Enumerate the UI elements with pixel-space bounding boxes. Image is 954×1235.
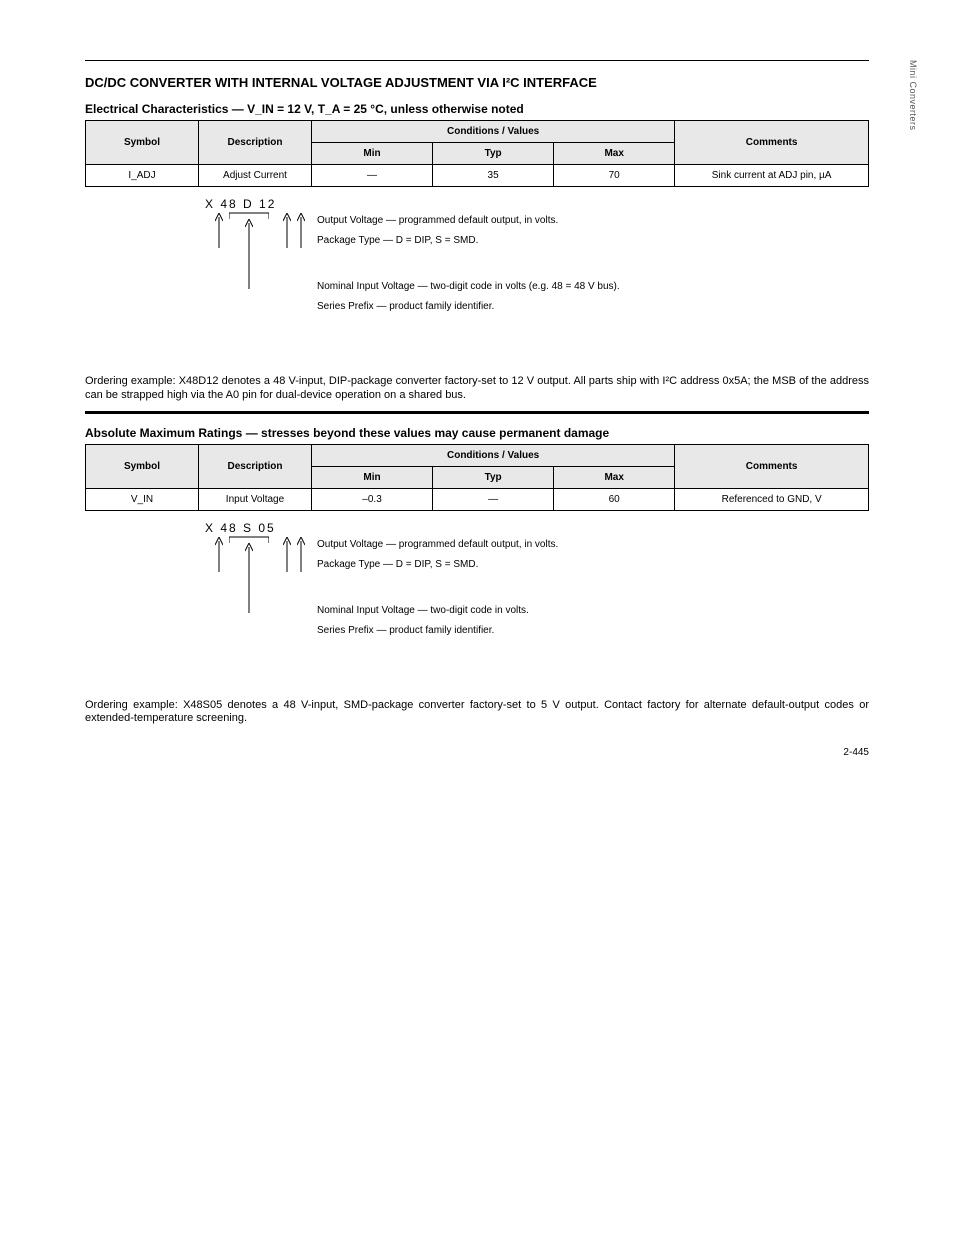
td-min: –0.3 xyxy=(312,488,433,510)
td-comments: Referenced to GND, V xyxy=(675,488,869,510)
section1-table: Symbol Description Conditions / Values C… xyxy=(85,120,869,187)
arrow-up-icon xyxy=(245,219,253,289)
td-symbol: V_IN xyxy=(86,488,199,510)
rule-mid xyxy=(85,411,869,414)
td-min: — xyxy=(312,165,433,187)
td-typ: — xyxy=(433,488,554,510)
th-cond-group: Conditions / Values xyxy=(312,444,675,466)
th-max: Max xyxy=(554,466,675,488)
arrow-up-icon xyxy=(215,213,223,248)
th-symbol: Symbol xyxy=(86,121,199,165)
td-max: 70 xyxy=(554,165,675,187)
table-row: V_IN Input Voltage –0.3 — 60 Referenced … xyxy=(86,488,869,510)
section2-param-diagram: X 48 S 05 Output Voltage — programmed de… xyxy=(85,521,869,691)
td-max: 60 xyxy=(554,488,675,510)
th-min: Min xyxy=(312,466,433,488)
section1-heading: DC/DC CONVERTER WITH INTERNAL VOLTAGE AD… xyxy=(85,75,869,90)
arrow-up-icon xyxy=(283,537,291,572)
th-desc: Description xyxy=(199,444,312,488)
sidebar-vertical-label: Mini Converters xyxy=(908,60,918,131)
arrow-up-icon xyxy=(245,543,253,613)
section1-footer-text: Ordering example: X48D12 denotes a 48 V-… xyxy=(85,375,869,403)
section2-footer-text: Ordering example: X48S05 denotes a 48 V-… xyxy=(85,699,869,727)
section2-subheading: Absolute Maximum Ratings — stresses beyo… xyxy=(85,426,869,440)
th-desc: Description xyxy=(199,121,312,165)
param-example-code: X 48 D 12 xyxy=(205,197,276,211)
param-label: Package Type — D = DIP, S = SMD. xyxy=(317,559,478,570)
arrow-up-icon xyxy=(297,537,305,572)
th-min: Min xyxy=(312,143,433,165)
param-label: Output Voltage — programmed default outp… xyxy=(317,539,558,550)
arrow-up-icon xyxy=(215,537,223,572)
th-typ: Typ xyxy=(433,143,554,165)
param-label: Nominal Input Voltage — two-digit code i… xyxy=(317,281,620,292)
arrow-up-icon xyxy=(297,213,305,248)
td-comments: Sink current at ADJ pin, µA xyxy=(675,165,869,187)
table-header-row: Symbol Description Conditions / Values C… xyxy=(86,444,869,466)
param-label: Package Type — D = DIP, S = SMD. xyxy=(317,235,478,246)
th-comments: Comments xyxy=(675,121,869,165)
th-typ: Typ xyxy=(433,466,554,488)
section2-table: Symbol Description Conditions / Values C… xyxy=(85,444,869,511)
th-symbol: Symbol xyxy=(86,444,199,488)
td-desc: Input Voltage xyxy=(199,488,312,510)
th-comments: Comments xyxy=(675,444,869,488)
page-number: 2-445 xyxy=(843,747,869,758)
param-label: Series Prefix — product family identifie… xyxy=(317,301,494,312)
param-label: Output Voltage — programmed default outp… xyxy=(317,215,558,226)
th-cond-group: Conditions / Values xyxy=(312,121,675,143)
rule-top xyxy=(85,60,869,61)
table-row: I_ADJ Adjust Current — 35 70 Sink curren… xyxy=(86,165,869,187)
param-label: Series Prefix — product family identifie… xyxy=(317,625,494,636)
section1-param-diagram: X 48 D 12 Output Voltage — programmed de… xyxy=(85,197,869,367)
td-desc: Adjust Current xyxy=(199,165,312,187)
section1-subheading: Electrical Characteristics — V_IN = 12 V… xyxy=(85,102,869,116)
th-max: Max xyxy=(554,143,675,165)
td-symbol: I_ADJ xyxy=(86,165,199,187)
param-example-code: X 48 S 05 xyxy=(205,521,276,535)
arrow-up-icon xyxy=(283,213,291,248)
param-label: Nominal Input Voltage — two-digit code i… xyxy=(317,605,529,616)
table-header-row: Symbol Description Conditions / Values C… xyxy=(86,121,869,143)
page-root: Mini Converters DC/DC CONVERTER WITH INT… xyxy=(0,0,954,794)
td-typ: 35 xyxy=(433,165,554,187)
